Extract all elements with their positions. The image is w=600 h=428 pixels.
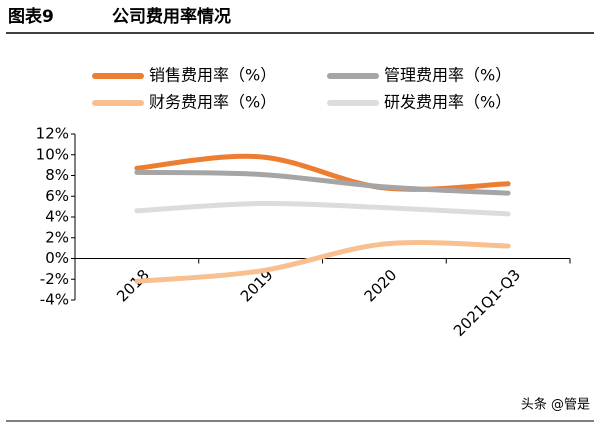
- series-line: [134, 169, 511, 196]
- y-tick-label: -4%: [40, 291, 69, 309]
- figure-label: 图表9: [8, 6, 54, 27]
- y-tick-label: 10%: [36, 145, 69, 163]
- y-tick-label: 8%: [45, 166, 69, 184]
- series-line: [134, 153, 511, 192]
- y-tick-label: 12%: [36, 125, 69, 143]
- chart-title: 公司费用率情况: [112, 6, 231, 27]
- legend-label: 财务费用率（%）: [149, 93, 276, 112]
- y-tick-label: -2%: [40, 270, 69, 288]
- y-tick-label: 6%: [45, 187, 69, 205]
- y-tick-label: 2%: [45, 228, 69, 246]
- legend-label: 管理费用率（%）: [384, 66, 511, 85]
- x-tick-label: 2020: [361, 266, 401, 306]
- y-tick-label: 4%: [45, 208, 69, 226]
- y-tick-label: 0%: [45, 249, 69, 267]
- legend-label: 研发费用率（%）: [384, 93, 511, 112]
- x-tick-label: 2021Q1-Q3: [450, 266, 524, 340]
- watermark: 头条 @管是: [521, 397, 590, 413]
- series-line: [134, 239, 511, 284]
- series-line: [134, 200, 511, 217]
- legend-label: 销售费用率（%）: [149, 66, 276, 85]
- x-tick-label: 2018: [113, 266, 153, 306]
